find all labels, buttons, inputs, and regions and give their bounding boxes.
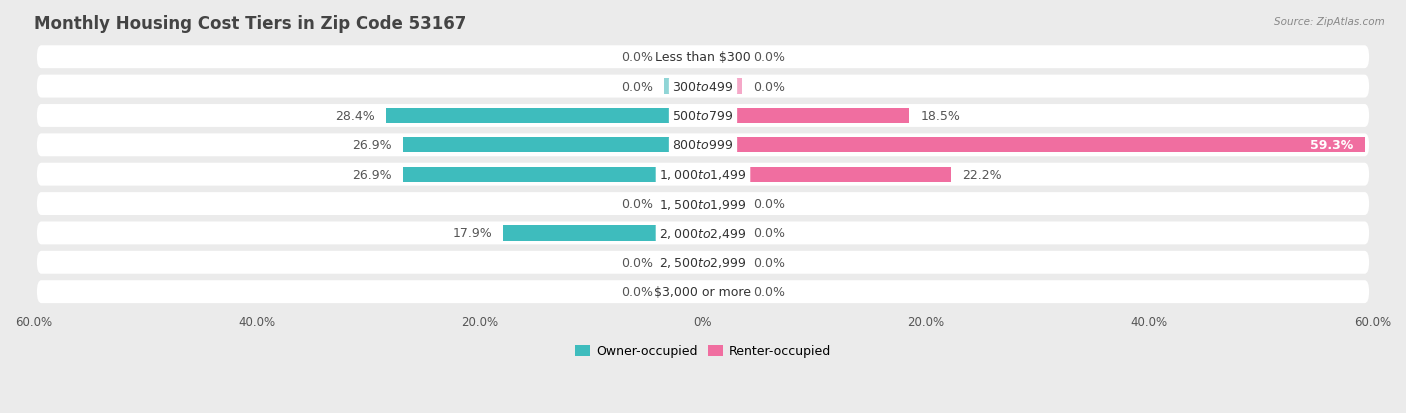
Text: 26.9%: 26.9% [352,168,392,181]
Text: $800 to $999: $800 to $999 [672,139,734,152]
Text: 0.0%: 0.0% [621,197,652,211]
FancyBboxPatch shape [37,164,1369,186]
Text: $3,000 or more: $3,000 or more [655,285,751,299]
Text: 0.0%: 0.0% [754,227,785,240]
FancyBboxPatch shape [37,46,1369,69]
Bar [664,50,703,65]
Bar [703,79,742,95]
Text: 0.0%: 0.0% [754,197,785,211]
Bar [664,284,703,299]
Bar [703,255,742,270]
FancyBboxPatch shape [37,134,1369,157]
Text: 0.0%: 0.0% [621,81,652,93]
FancyBboxPatch shape [37,192,1369,216]
Text: 59.3%: 59.3% [1310,139,1354,152]
Text: $1,500 to $1,999: $1,500 to $1,999 [659,197,747,211]
Bar [664,255,703,270]
Text: $1,000 to $1,499: $1,000 to $1,499 [659,168,747,182]
Text: Source: ZipAtlas.com: Source: ZipAtlas.com [1274,17,1385,26]
Bar [703,50,742,65]
Text: Less than $300: Less than $300 [655,51,751,64]
FancyBboxPatch shape [37,222,1369,245]
Text: $2,500 to $2,999: $2,500 to $2,999 [659,256,747,270]
Bar [503,226,703,241]
Text: 0.0%: 0.0% [754,256,785,269]
FancyBboxPatch shape [37,251,1369,274]
Text: 0.0%: 0.0% [621,285,652,299]
Legend: Owner-occupied, Renter-occupied: Owner-occupied, Renter-occupied [569,339,837,363]
Text: Monthly Housing Cost Tiers in Zip Code 53167: Monthly Housing Cost Tiers in Zip Code 5… [34,15,465,33]
FancyBboxPatch shape [37,105,1369,128]
Text: 28.4%: 28.4% [335,110,375,123]
Bar [703,109,910,124]
Bar [703,226,742,241]
Text: 0.0%: 0.0% [754,51,785,64]
Bar [703,197,742,212]
Bar [703,138,1365,153]
Text: 0.0%: 0.0% [754,81,785,93]
Text: 18.5%: 18.5% [921,110,960,123]
FancyBboxPatch shape [37,76,1369,98]
Text: 0.0%: 0.0% [754,285,785,299]
Text: $2,000 to $2,499: $2,000 to $2,499 [659,226,747,240]
Bar [664,79,703,95]
Text: 22.2%: 22.2% [962,168,1001,181]
Bar [387,109,703,124]
Bar [404,138,703,153]
Bar [404,167,703,183]
Text: 26.9%: 26.9% [352,139,392,152]
Text: 17.9%: 17.9% [453,227,492,240]
Text: $300 to $499: $300 to $499 [672,81,734,93]
Text: 0.0%: 0.0% [621,256,652,269]
Text: 0.0%: 0.0% [621,51,652,64]
Bar [703,167,950,183]
Bar [664,197,703,212]
FancyBboxPatch shape [37,280,1369,304]
Text: $500 to $799: $500 to $799 [672,110,734,123]
Bar [703,284,742,299]
